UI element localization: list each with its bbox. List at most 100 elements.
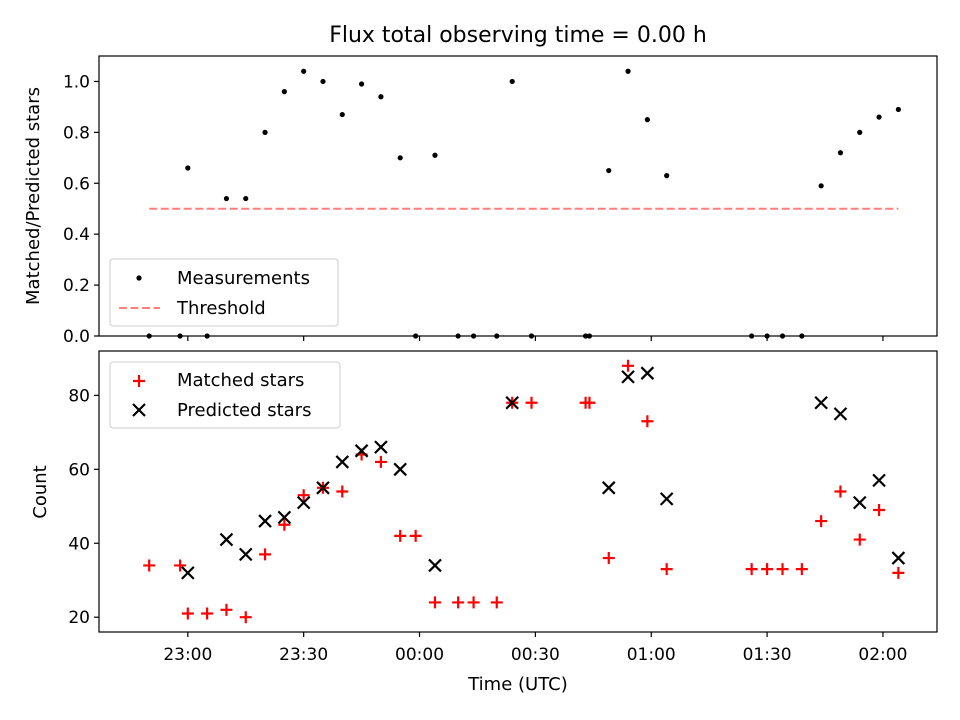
measurement-point [470, 333, 477, 339]
predicted-star-point [354, 444, 369, 458]
matched-star-point [467, 596, 480, 609]
top-x-ticks [187, 336, 884, 341]
top-legend-box [109, 258, 339, 327]
matched-star-point [181, 607, 194, 620]
x-tick-label: 01:00 [627, 645, 676, 665]
measurement-point [586, 333, 593, 339]
top-plot-frame [98, 55, 938, 337]
predicted-star-point [659, 492, 674, 506]
x-tick-label: 01:30 [743, 645, 792, 665]
measurement-point [644, 117, 650, 123]
x-tick-label: 02:00 [858, 645, 907, 665]
predicted-star-point [814, 395, 828, 410]
top-legend: Measurements Threshold [109, 258, 339, 327]
predicted-star-point [891, 551, 906, 565]
measurement-point [301, 68, 307, 74]
bottom-y-tick-label: 60 [68, 460, 90, 480]
bottom-legend-box [109, 361, 341, 429]
measurement-point [837, 150, 844, 156]
matched-star-point [143, 559, 156, 572]
measurement-point [895, 106, 901, 113]
measurement-point [664, 173, 670, 179]
legend-marker-predicted-stars [132, 403, 146, 417]
matched-star-point [239, 611, 252, 624]
top-y-tick-label: 0.2 [63, 276, 90, 296]
predicted-star-point [621, 370, 635, 384]
predicted-star-point [258, 514, 272, 528]
measurement-point [799, 333, 805, 339]
predicted-star-point [296, 495, 311, 510]
matched-star-point [795, 563, 808, 576]
measurement-point [413, 333, 419, 339]
bottom-plot-frame [98, 350, 938, 633]
predicted-star-point [601, 481, 616, 495]
matched-star-point [776, 563, 789, 576]
top-y-tick-label: 0.8 [63, 123, 90, 143]
matched-star-point [452, 596, 465, 609]
predicted-star-point [238, 547, 253, 562]
matched-star-point [394, 529, 407, 542]
legend-label-threshold: Threshold [176, 298, 266, 319]
bottom-y-ticks: 20 40 60 80 [68, 386, 99, 628]
bottom-y-tick-label: 20 [68, 608, 90, 628]
measurement-point [397, 155, 403, 161]
measurement-point [358, 81, 365, 87]
predicted-star-point [393, 462, 407, 477]
x-axis-label: Time (UTC) [467, 674, 568, 695]
matched-star-point [815, 515, 828, 528]
measurement-point [378, 94, 384, 100]
matched-star-point [374, 455, 387, 468]
matched-star-point [583, 396, 596, 409]
matched-star-point [201, 607, 214, 620]
measurement-point [625, 68, 631, 74]
measurement-point [582, 333, 589, 339]
legend-marker-measurements [136, 275, 142, 281]
top-y-tick-label: 0.0 [63, 327, 90, 347]
matched-star-point [602, 552, 615, 565]
bottom-y-tick-label: 80 [68, 386, 90, 406]
measurement-point [432, 152, 438, 158]
matched-star-point [622, 359, 635, 372]
measurement-point [749, 333, 755, 339]
measurement-point [528, 333, 535, 339]
predicted-star-point [428, 558, 442, 573]
predicted-star-point [374, 440, 388, 454]
matched-star-point [278, 518, 291, 531]
measurement-point [764, 333, 770, 339]
x-tick-label: 23:00 [163, 645, 212, 665]
x-tick-label: 00:30 [511, 645, 560, 665]
measurement-point [339, 111, 345, 118]
bottom-y-tick-label: 40 [68, 534, 90, 554]
legend-label-measurements: Measurements [177, 268, 310, 289]
x-tick-label: 00:00 [395, 645, 444, 665]
measurement-point [243, 195, 249, 202]
top-panel: 0.0 0.2 0.4 0.6 0.8 1.0 Matched/Predicted sta… [23, 55, 938, 347]
bottom-y-axis-label: Count [30, 465, 51, 518]
matched-star-point [428, 596, 441, 609]
measurement-point [494, 333, 500, 339]
measurement-point [509, 78, 515, 85]
predicted-star-point [505, 395, 519, 410]
measurement-point [223, 195, 230, 202]
measurement-point [857, 129, 863, 135]
predicted-star-point [219, 532, 234, 547]
predicted-star-point [872, 473, 886, 488]
predicted-star-point [335, 455, 350, 469]
matched-star-point [525, 396, 538, 409]
measurement-point [455, 333, 461, 339]
matched-star-point [259, 548, 272, 561]
bottom-panel: 20 40 60 80 23:00 23:30 00:00 00:30 01:00 01:30 0… [30, 350, 938, 695]
measurement-point [146, 333, 152, 339]
matched-star-point [660, 563, 673, 576]
measurement-point [606, 167, 612, 174]
predicted-star-point [181, 566, 195, 580]
top-y-tick-label: 0.6 [63, 174, 90, 194]
matched-star-point [641, 415, 654, 428]
predicted-star-point [833, 407, 848, 421]
matched-star-point [761, 563, 774, 576]
legend-marker-matched-stars [133, 375, 145, 387]
matched-star-point [297, 489, 310, 502]
matched-star-point [853, 533, 866, 546]
top-marks [146, 68, 901, 339]
